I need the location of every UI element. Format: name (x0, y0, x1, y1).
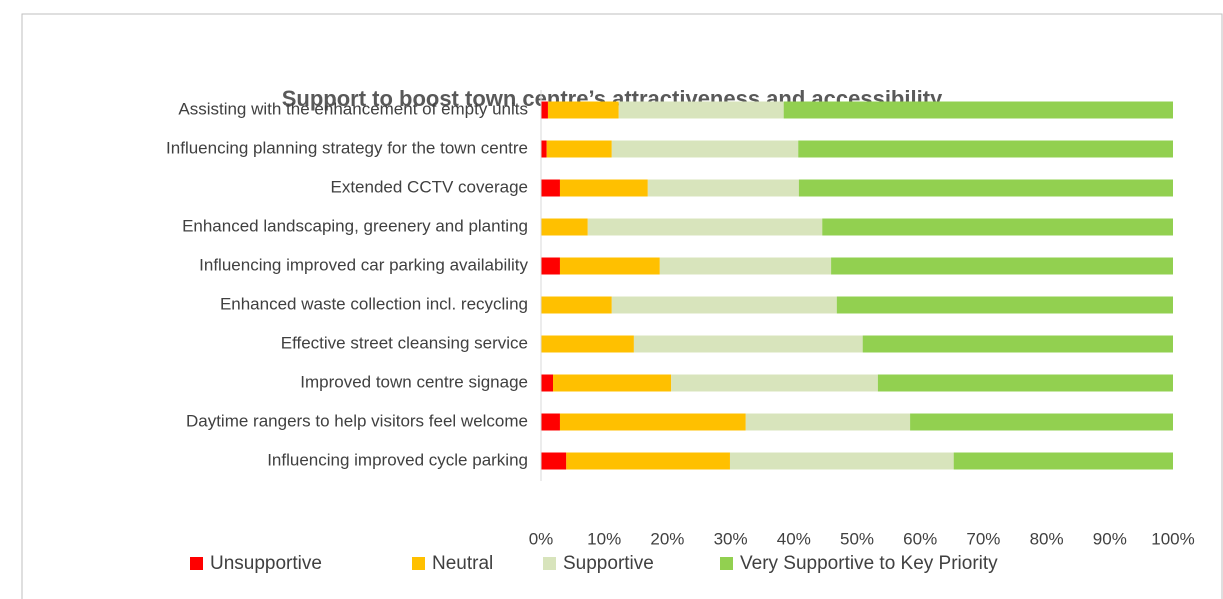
bar-segment (745, 413, 911, 431)
x-tick-label: 80% (1030, 529, 1064, 548)
legend-swatch (412, 557, 425, 570)
y-tick-label: Influencing improved cycle parking (267, 450, 528, 469)
bar-segment (798, 179, 1173, 197)
legend-label: Neutral (432, 553, 493, 574)
legend-label: Supportive (563, 553, 654, 574)
bar-segment (541, 140, 547, 158)
bar-segment (541, 335, 634, 353)
bar-segment (541, 257, 560, 275)
x-tick-label: 10% (587, 529, 621, 548)
legend-swatch (720, 557, 733, 570)
bar-segment (611, 296, 837, 314)
y-tick-label: Extended CCTV coverage (331, 177, 529, 196)
bar-segment (541, 296, 612, 314)
bar-segment (862, 335, 1173, 353)
bar-segment (822, 218, 1173, 236)
bar-segment (559, 413, 746, 431)
bar-segment (553, 374, 672, 392)
bar-segment (659, 257, 832, 275)
bar-segment (729, 452, 954, 470)
bar-segment (547, 101, 619, 119)
bar-segment (671, 374, 878, 392)
x-tick-label: 30% (714, 529, 748, 548)
bar-segment (559, 179, 648, 197)
bar-segment (877, 374, 1173, 392)
bar-segment (783, 101, 1173, 119)
legend-swatch (190, 557, 203, 570)
bar-segment (541, 218, 588, 236)
bar-segment (798, 140, 1173, 158)
y-tick-label: Assisting with the enhancement of empty … (178, 99, 528, 118)
bar-segment (611, 140, 799, 158)
bar-segment (541, 179, 560, 197)
x-tick-label: 0% (529, 529, 554, 548)
bar-segment (587, 218, 823, 236)
bar-segment (541, 452, 567, 470)
x-tick-label: 100% (1151, 529, 1194, 548)
y-tick-label: Effective street cleansing service (281, 333, 528, 352)
bar-segment (910, 413, 1173, 431)
x-tick-label: 60% (903, 529, 937, 548)
bar-segment (541, 413, 560, 431)
bar-segment (546, 140, 612, 158)
x-tick-label: 40% (777, 529, 811, 548)
legend-label: Very Supportive to Key Priority (740, 553, 998, 574)
x-tick-label: 20% (650, 529, 684, 548)
y-tick-label: Improved town centre signage (300, 372, 528, 391)
bar-segment (633, 335, 863, 353)
bar-segment (831, 257, 1173, 275)
bar-segment (618, 101, 784, 119)
legend-swatch (543, 557, 556, 570)
bar-segment (566, 452, 730, 470)
x-tick-label: 90% (1093, 529, 1127, 548)
y-tick-label: Enhanced waste collection incl. recyclin… (220, 294, 528, 313)
bar-segment (541, 101, 548, 119)
legend-label: Unsupportive (210, 553, 322, 574)
y-tick-label: Influencing planning strategy for the to… (166, 138, 528, 157)
bar-segment (953, 452, 1173, 470)
bar-segment (541, 374, 554, 392)
x-tick-label: 50% (840, 529, 874, 548)
y-tick-label: Influencing improved car parking availab… (199, 255, 528, 274)
bar-segment (836, 296, 1173, 314)
bar-segment (559, 257, 660, 275)
bar-segment (647, 179, 799, 197)
y-tick-label: Daytime rangers to help visitors feel we… (186, 411, 528, 430)
y-tick-label: Enhanced landscaping, greenery and plant… (182, 216, 528, 235)
x-tick-label: 70% (966, 529, 1000, 548)
